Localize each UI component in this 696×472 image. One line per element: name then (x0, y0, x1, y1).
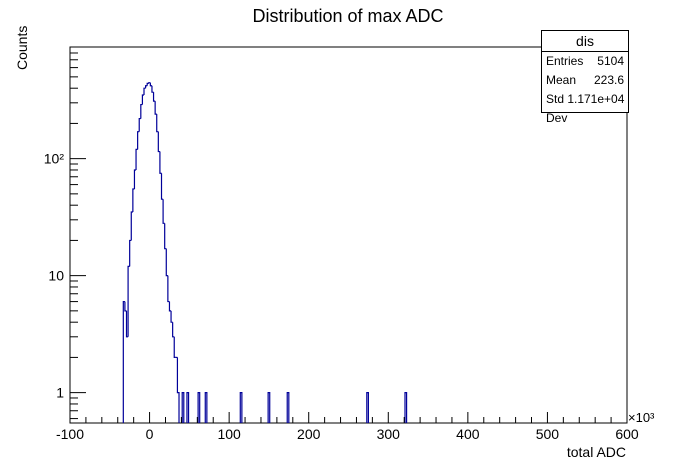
histogram-bin (138, 117, 141, 132)
histogram-bin (267, 392, 271, 423)
histogram-bin (144, 85, 148, 89)
histogram-bin (125, 310, 129, 338)
stats-mean-value: 223.6 (593, 73, 624, 87)
histogram-bin (140, 103, 143, 119)
histogram-bin (149, 82, 152, 87)
histogram-bin (176, 357, 180, 423)
plot-frame (69, 46, 628, 424)
histogram-bin (172, 322, 175, 338)
histogram-bin (132, 188, 135, 212)
histogram-bin (164, 223, 167, 250)
histogram-bin (152, 92, 156, 102)
histogram-bin (404, 392, 408, 423)
histogram-bin (181, 392, 185, 423)
stats-stddev-value: 1.171e+04 (567, 92, 625, 106)
histogram-bin (286, 392, 290, 423)
x-tick-label: 400 (456, 426, 480, 442)
x-tick-label: 200 (297, 426, 321, 442)
y-tick-label: 10² (44, 151, 65, 167)
histogram-bin (159, 151, 162, 174)
histogram-bin (167, 275, 170, 303)
histogram-bin (197, 392, 201, 423)
histogram-bin (173, 336, 176, 359)
histogram-bin (130, 211, 133, 241)
y-axis-label: Counts (14, 25, 30, 70)
histogram-bin (239, 392, 243, 423)
stats-stddev-row: Std Dev 1.171e+04 (542, 90, 628, 125)
y-tick-label: 1 (56, 385, 64, 401)
histogram-bin (146, 82, 149, 86)
x-tick-label: -100 (56, 426, 84, 442)
stats-title: dis (542, 31, 628, 52)
histogram-bin (157, 131, 160, 153)
stats-entries-row: Entries 5104 (542, 52, 628, 71)
histogram-bin (366, 392, 369, 423)
histogram-bin (151, 85, 154, 93)
histogram-bin (162, 199, 165, 224)
histogram-bin (143, 87, 146, 95)
histogram-bin (165, 248, 168, 277)
histogram-bin (186, 392, 190, 423)
stats-entries-label: Entries (546, 54, 584, 68)
histogram-bin (204, 392, 208, 423)
x-tick-label: 100 (217, 426, 241, 442)
stats-entries-value: 5104 (597, 54, 624, 68)
stats-box: dis Entries 5104 Mean 223.6 Std Dev 1.17… (541, 30, 629, 125)
x-axis-label: total ADC (566, 444, 626, 460)
stats-mean-label: Mean (546, 73, 577, 87)
x-exponent-label: ×10³ (628, 410, 655, 425)
histogram-bin (124, 301, 127, 312)
histogram-bin (133, 169, 137, 190)
y-tick-label: 10 (48, 268, 64, 284)
x-tick-label: 0 (146, 426, 154, 442)
histogram-bin (154, 101, 157, 115)
stats-stddev-label: Std Dev (546, 92, 568, 125)
histogram-bin (122, 300, 125, 423)
x-tick-label: 500 (536, 426, 560, 442)
x-tick-label: 300 (377, 426, 401, 442)
histogram-bin (137, 131, 140, 150)
histogram-bin (170, 310, 173, 323)
x-tick-label: 600 (615, 426, 639, 442)
histogram-bin (127, 265, 130, 337)
histogram-bin (156, 114, 159, 133)
histogram-bin (141, 94, 145, 105)
histogram-bin (135, 148, 138, 170)
histogram-bin (160, 173, 164, 200)
histogram-bin (168, 301, 172, 312)
chart-title: Distribution of max ADC (252, 6, 444, 26)
stats-mean-row: Mean 223.6 (542, 71, 628, 90)
histogram-bin (129, 239, 132, 267)
